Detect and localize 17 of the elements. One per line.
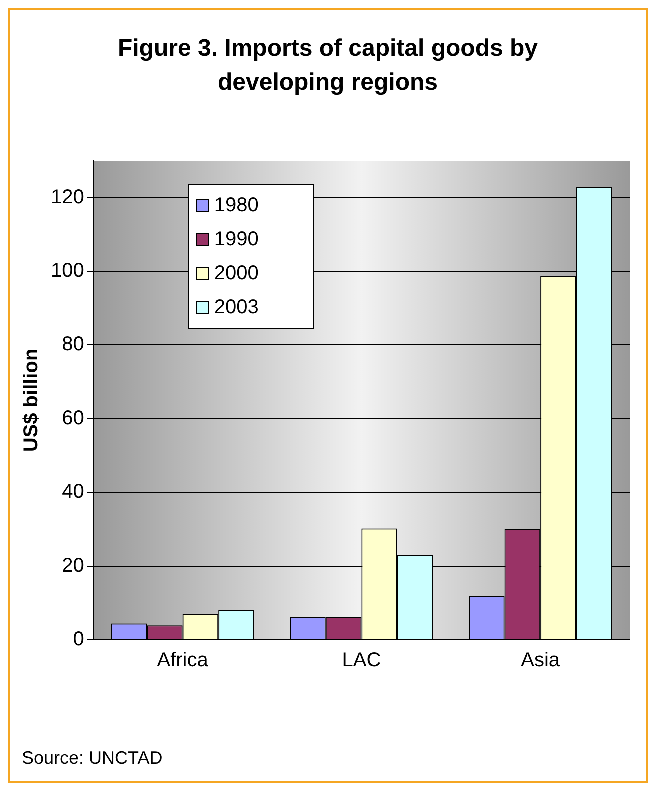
legend-label: 2000 (214, 262, 259, 285)
y-tick-label: 80 (62, 334, 84, 356)
y-tick-label: 40 (62, 481, 84, 504)
y-tick-label: 0 (73, 628, 84, 651)
y-tick-label: 60 (62, 407, 84, 430)
legend-label: 1990 (214, 228, 259, 251)
y-tick-label: 120 (50, 186, 84, 208)
y-tick-label: 100 (50, 260, 84, 282)
x-tick-label: LAC (342, 650, 382, 672)
chart-title: Figure 3. Imports of capital goods by developing regions (116, 34, 540, 98)
legend-label: 2003 (214, 296, 259, 319)
y-axis-title: US$ billion (20, 348, 43, 452)
source-note: Source: UNCTAD (22, 748, 163, 769)
y-tick-label: 20 (62, 554, 84, 577)
x-tick-label: Africa (157, 650, 210, 672)
legend-label: 1980 (214, 194, 259, 217)
x-tick-label: Asia (521, 650, 561, 672)
